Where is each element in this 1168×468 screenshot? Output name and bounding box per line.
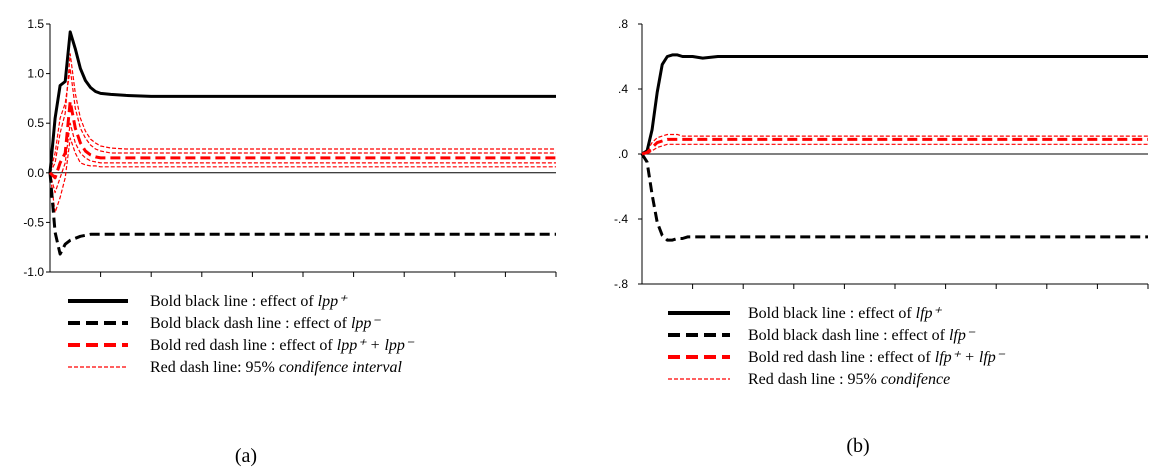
y-tick-label: .0 bbox=[618, 147, 628, 161]
series-line-bold-black bbox=[50, 32, 556, 173]
legend-math: condifence bbox=[881, 371, 950, 388]
series-line-bold-black-dash bbox=[642, 154, 1148, 240]
y-tick-label: 1.5 bbox=[27, 17, 44, 31]
y-tick-label: -1.0 bbox=[23, 265, 44, 279]
y-tick-label: 0.0 bbox=[27, 166, 44, 180]
legend-entry: Bold black dash line : effect of lfp⁻ bbox=[748, 327, 976, 344]
series-line-bold-red-dash bbox=[642, 139, 1148, 154]
legend-label: Bold red dash line : effect of bbox=[748, 349, 935, 366]
series-line-red-dash bbox=[642, 144, 1148, 154]
legend-entry: Bold black dash line : effect of lpp⁻ bbox=[150, 315, 381, 332]
legend-math: lfp⁺ bbox=[916, 305, 943, 322]
y-tick-label: -.8 bbox=[614, 277, 628, 291]
legend-math: lpp⁺ bbox=[318, 293, 348, 310]
legend-entry: Bold black line : effect of lpp⁺ bbox=[150, 293, 348, 310]
legend-entry: Red dash line : 95% condifence bbox=[748, 371, 950, 388]
legend-math: lpp⁺ + lpp⁻ bbox=[337, 337, 415, 354]
legend-label: Bold black dash line : effect of bbox=[150, 315, 351, 332]
panel-caption: (b) bbox=[846, 435, 869, 457]
panel-caption: (a) bbox=[235, 445, 257, 467]
chart-panel-a: 1.5 1.0 0.5 0.0 -0.5 -1.0 Bold black line : ef… bbox=[23, 17, 556, 467]
legend-entry: Bold red dash line : effect of lpp⁺ + lp… bbox=[150, 337, 415, 354]
legend-entry: Red dash line: 95% condifence interval bbox=[150, 359, 402, 376]
legend-label: Red dash line: 95% bbox=[150, 359, 279, 376]
legend-entry: Bold red dash line : effect of lfp⁺ + lf… bbox=[748, 349, 1006, 366]
y-tick-label: -.4 bbox=[614, 212, 628, 226]
legend-label: Bold black line : effect of bbox=[748, 305, 916, 322]
legend-label: Bold black dash line : effect of bbox=[748, 327, 949, 344]
y-tick-label: .8 bbox=[618, 17, 628, 31]
legend-entry: Bold black line : effect of lfp⁺ bbox=[748, 305, 943, 322]
legend-math: lfp⁻ bbox=[949, 327, 976, 344]
y-tick-label: .4 bbox=[618, 82, 628, 96]
legend-math: lfp⁺ + lfp⁻ bbox=[935, 349, 1006, 366]
legend-label: Bold red dash line : effect of bbox=[150, 337, 337, 354]
chart-panel-b: .8 .4 .0 -.4 -.8 Bold black line : effect of … bbox=[614, 17, 1148, 457]
legend-math: lpp⁻ bbox=[351, 315, 381, 332]
legend-label: Bold black line : effect of bbox=[150, 293, 318, 310]
series-line-bold-black-dash bbox=[50, 173, 556, 254]
y-tick-label: -0.5 bbox=[23, 215, 44, 229]
legend-label: Red dash line : 95% bbox=[748, 371, 881, 388]
series-line-red-dash bbox=[50, 54, 556, 173]
legend-math: condifence interval bbox=[279, 359, 403, 376]
y-tick-label: 0.5 bbox=[27, 116, 44, 130]
y-tick-label: 1.0 bbox=[27, 67, 44, 81]
